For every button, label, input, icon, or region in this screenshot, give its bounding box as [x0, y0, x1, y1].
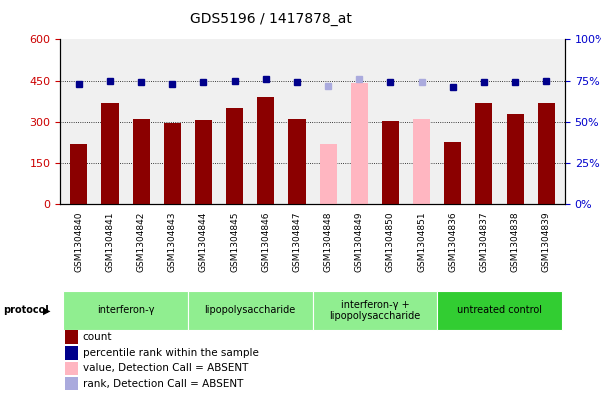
- Bar: [413, 119, 430, 204]
- Text: GSM1304839: GSM1304839: [542, 211, 551, 272]
- Text: GSM1304847: GSM1304847: [293, 211, 302, 272]
- Bar: [65, 330, 78, 344]
- Text: interferon-γ: interferon-γ: [97, 305, 154, 316]
- Text: rank, Detection Call = ABSENT: rank, Detection Call = ABSENT: [83, 378, 243, 389]
- Text: ▶: ▶: [43, 305, 50, 316]
- Text: GSM1304844: GSM1304844: [199, 211, 208, 272]
- Text: GSM1304842: GSM1304842: [136, 211, 145, 272]
- Bar: [63, 291, 188, 330]
- Text: GSM1304849: GSM1304849: [355, 211, 364, 272]
- Text: GSM1304851: GSM1304851: [417, 211, 426, 272]
- Text: GSM1304841: GSM1304841: [105, 211, 114, 272]
- Text: GSM1304843: GSM1304843: [168, 211, 177, 272]
- Bar: [320, 144, 337, 204]
- Bar: [70, 144, 87, 204]
- Text: untreated control: untreated control: [457, 305, 542, 316]
- Text: GSM1304837: GSM1304837: [480, 211, 489, 272]
- Text: lipopolysaccharide: lipopolysaccharide: [204, 305, 296, 316]
- Bar: [65, 362, 78, 375]
- Text: GSM1304850: GSM1304850: [386, 211, 395, 272]
- Bar: [65, 347, 78, 360]
- Bar: [188, 291, 313, 330]
- Text: percentile rank within the sample: percentile rank within the sample: [83, 348, 258, 358]
- Bar: [444, 142, 462, 204]
- Bar: [382, 121, 399, 204]
- Text: GSM1304840: GSM1304840: [75, 211, 84, 272]
- Bar: [133, 119, 150, 204]
- Text: GSM1304836: GSM1304836: [448, 211, 457, 272]
- Bar: [288, 119, 305, 204]
- Text: GSM1304845: GSM1304845: [230, 211, 239, 272]
- Bar: [507, 114, 523, 204]
- Bar: [195, 120, 212, 204]
- Text: GSM1304838: GSM1304838: [511, 211, 520, 272]
- Text: GSM1304846: GSM1304846: [261, 211, 270, 272]
- Bar: [102, 103, 118, 204]
- Text: interferon-γ +
lipopolysaccharide: interferon-γ + lipopolysaccharide: [329, 300, 421, 321]
- Text: protocol: protocol: [3, 305, 49, 316]
- Text: GDS5196 / 1417878_at: GDS5196 / 1417878_at: [189, 12, 352, 26]
- Bar: [475, 103, 492, 204]
- Bar: [351, 83, 368, 204]
- Bar: [65, 376, 78, 391]
- Text: value, Detection Call = ABSENT: value, Detection Call = ABSENT: [83, 364, 248, 373]
- Bar: [437, 291, 562, 330]
- Text: count: count: [83, 332, 112, 342]
- Bar: [257, 97, 274, 204]
- Bar: [163, 123, 181, 204]
- Bar: [226, 108, 243, 204]
- Bar: [538, 103, 555, 204]
- Text: GSM1304848: GSM1304848: [323, 211, 332, 272]
- Bar: [313, 291, 437, 330]
